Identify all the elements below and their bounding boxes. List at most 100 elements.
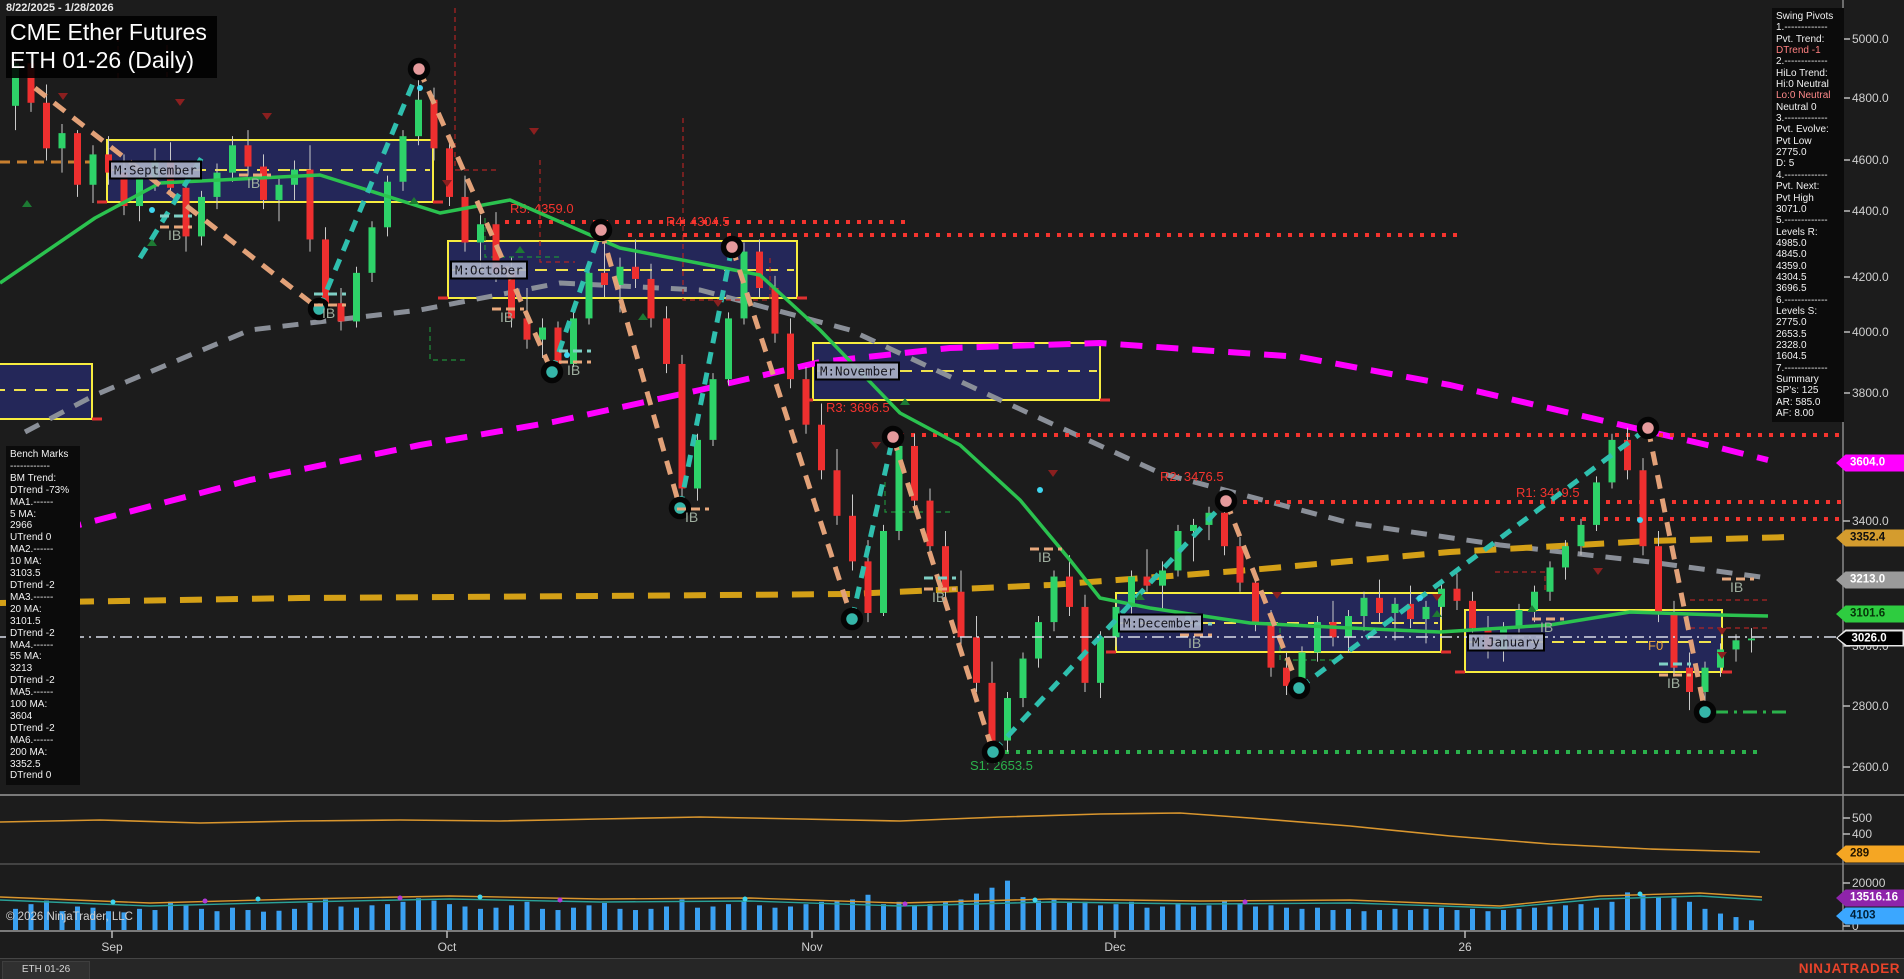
zigzag-up-leg (1297, 425, 1650, 691)
volume-bar (307, 902, 313, 930)
candle-body (725, 318, 732, 380)
candle-body (880, 530, 887, 613)
100-ma-magenta (59, 340, 1769, 533)
volume-bar (1408, 910, 1413, 930)
candle-body (1329, 622, 1337, 638)
volume-bar (1315, 907, 1320, 930)
up-triangle-icon (1432, 610, 1442, 617)
volume-bar (1547, 906, 1553, 930)
swing-pivot-marker (840, 607, 864, 631)
volume-bar (1253, 906, 1258, 930)
volume-dot (742, 896, 748, 902)
volume-bar (1036, 900, 1041, 930)
candle-body (1376, 597, 1383, 613)
volume-bar (1067, 902, 1072, 930)
volume-bar (400, 901, 406, 930)
candle-body (1670, 612, 1678, 668)
up-triangle-icon (515, 246, 525, 253)
volume-bar (137, 908, 142, 930)
down-triangle-icon (262, 113, 272, 120)
candle-body (74, 133, 81, 185)
candle-body (58, 133, 66, 149)
cyan-dot-icon (1037, 487, 1043, 493)
candle-body (1360, 597, 1368, 617)
candle-body (1639, 470, 1647, 547)
volume-bar (44, 900, 49, 930)
zigzag-swings (33, 57, 1790, 764)
zigzag-down-leg (1223, 500, 1302, 689)
volume-dot (255, 896, 261, 902)
volume-dot (1242, 899, 1248, 905)
candle-body (601, 272, 608, 285)
volume-bar (1454, 910, 1460, 930)
candle-body (833, 470, 841, 516)
candle-body (353, 272, 360, 322)
candle-body (756, 251, 763, 289)
down-triangle-icon (1048, 470, 1058, 477)
volume-bar (323, 899, 328, 930)
volume-bar (1175, 902, 1181, 930)
ib-label: IB (932, 589, 945, 605)
candle-body (1314, 622, 1321, 653)
volume-bar (1718, 913, 1723, 930)
volume-bar (912, 905, 917, 930)
candle-body (368, 227, 376, 273)
volume-dot (110, 899, 116, 905)
down-triangle-icon (871, 442, 881, 449)
candle-body (1190, 524, 1197, 531)
up-triangle-icon (638, 313, 648, 320)
volume-bar (617, 908, 623, 930)
level-label-R4: R4: 4304.5 (666, 214, 730, 229)
ib-label: IB (1730, 579, 1743, 595)
candle-body (399, 136, 407, 182)
candle-body (477, 224, 484, 243)
volume-bar (199, 908, 204, 930)
candle-body (430, 99, 438, 149)
level-label-R5: R5: 4359.0 (510, 201, 574, 216)
cyan-dot-icon (1637, 517, 1643, 523)
volume-bar (1129, 901, 1134, 930)
volume-ma-line (0, 892, 1763, 907)
candle-body (1717, 649, 1724, 668)
volume-bar (106, 911, 111, 930)
candle-body (895, 445, 903, 531)
candle-body (911, 445, 918, 501)
volume-dot (1032, 897, 1038, 903)
volume-bar (834, 900, 840, 930)
ib-label: IB (1540, 619, 1553, 635)
volume-bar (416, 898, 421, 930)
volume-bar (1392, 908, 1398, 930)
volume-bar (1082, 901, 1088, 930)
candle-body (1252, 582, 1259, 623)
cyan-dot-icon (564, 352, 570, 358)
volume-dot (1637, 891, 1643, 897)
down-triangle-icon (1717, 652, 1727, 659)
candle-body (802, 379, 810, 425)
green-step-line (429, 327, 468, 361)
volume-bar (1160, 906, 1165, 930)
volume-bar (555, 910, 561, 930)
candle-body (616, 266, 624, 285)
candle-body (260, 166, 267, 200)
swing-pivot-marker (589, 218, 613, 242)
volume-bar (431, 900, 437, 930)
ib-label: IB (1188, 635, 1201, 651)
candle-body (647, 278, 655, 319)
volume-bar (772, 907, 778, 930)
candle-body (694, 439, 701, 489)
candle-body (1391, 603, 1399, 613)
candle-body (926, 500, 934, 547)
panel-separators (0, 0, 1904, 938)
f0-label: F0 (1648, 638, 1663, 653)
ib-label: IB (685, 509, 698, 525)
volume-bar (648, 908, 654, 930)
volume-bar (1299, 908, 1305, 930)
up-triangle-icon (409, 197, 419, 204)
volume-bar (586, 905, 592, 930)
volume-bar (121, 912, 127, 930)
volume-bar (1268, 905, 1274, 930)
down-triangle-icon (1432, 594, 1442, 601)
volume-bar (1051, 899, 1057, 930)
volume-bar (214, 911, 220, 930)
